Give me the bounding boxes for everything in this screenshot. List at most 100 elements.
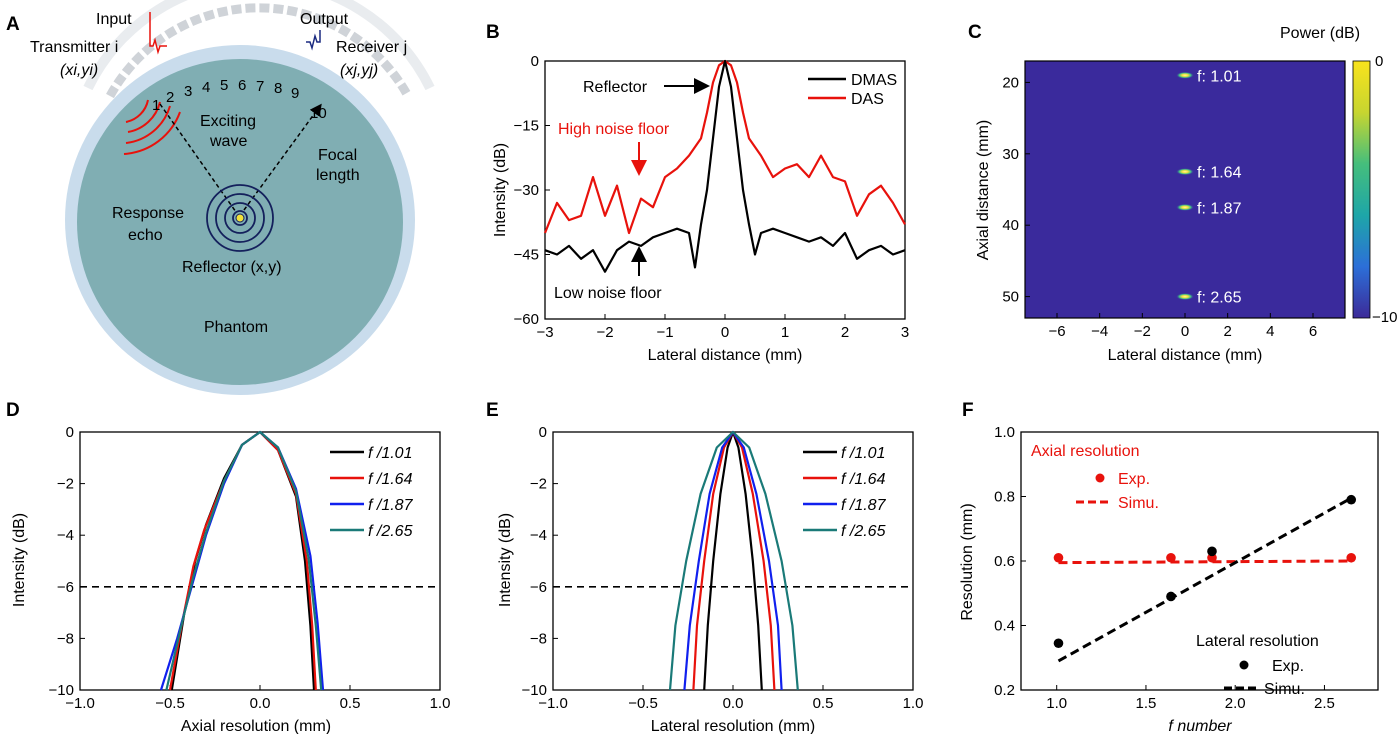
x-tick-label: 0 [1181,323,1189,340]
y-tick-label: −8 [57,630,74,647]
legend-label: f /1.64 [368,471,413,488]
legend-label: f /1.87 [368,497,414,514]
x-tick-label: 1 [781,324,789,341]
x-tick-label: −2 [596,324,613,341]
x-tick-label: 2 [841,324,849,341]
legend-label-das: DAS [851,91,884,108]
tick-group: 1.0 1.5 2.0 2.5 0.2 0.4 0.6 0.8 1.0 [994,424,1335,712]
series-line-f-2-65 [668,430,799,691]
scatter-point [1166,552,1176,563]
transmitter-coord: (xi,yi) [60,62,98,79]
axial-legend-title: Axial resolution [1031,443,1140,460]
element-number: 4 [202,79,210,96]
output-pulse-icon [306,30,321,51]
x-tick-label: −6 [1048,323,1065,340]
legend-label: f /1.64 [841,471,886,488]
scatter-point [1053,638,1064,649]
x-tick-label: 1.0 [903,695,924,712]
echo-ring [232,210,248,226]
x-tick-label: −4 [1091,323,1108,340]
y-tick-label: −2 [530,476,547,493]
input-pulse-icon [149,12,167,55]
transducer-elements-arc [106,3,412,99]
echo-ring [206,184,274,252]
fit-line [1058,559,1352,565]
legend-label: f /1.87 [841,497,887,514]
y-tick-label: −45 [514,247,539,264]
output-label: Output [300,11,349,28]
y-tick-label: 20 [1002,74,1019,91]
x-tick-label: 3 [901,324,909,341]
panel-a: A 1 2 3 4 5 6 7 8 9 10 [6,0,435,395]
focal-spot-label: f: 1.87 [1197,200,1242,217]
y-tick-label: −15 [514,118,539,135]
x-tick-label: 0.0 [723,695,744,712]
y-tick-label: 40 [1002,217,1019,234]
colorbar-title: Power (dB) [1280,25,1360,42]
series-line-f-1-64 [168,430,317,691]
element-number: 8 [274,80,282,97]
response-echo-label-1: Response [112,205,184,222]
focal-length-label-2: length [316,167,360,184]
colorbar-tick-min: −10 [1372,309,1397,326]
legend-label-dmas: DMAS [851,72,897,89]
panel-e: E −1.0 −0.5 0.0 0.5 1.0 0 −2 −4 −6 −8 −10 Intensit… [486,400,923,734]
series-line-dmas [544,59,906,273]
exciting-wave-arc [123,111,181,155]
exciting-wave-arc [125,99,149,123]
series-line-f-1-87 [683,430,783,691]
exciting-wave-arc [125,105,171,144]
transducer-outer-arc [83,0,435,91]
focal-spot [1176,168,1194,176]
y-tick-label: −6 [530,579,547,596]
series-line-f-2-65 [165,430,323,691]
x-tick-label: 1.0 [1046,695,1067,712]
annotation-high-noise: High noise floor [558,121,670,138]
element-number: 9 [291,85,299,102]
reflector-label: Reflector (x,y) [182,259,282,276]
x-tick-label: 1.0 [430,695,451,712]
series-line-f-1-01 [170,430,316,691]
element-number: 7 [256,78,264,95]
exciting-wave-label-1: Exciting [200,113,256,130]
y-axis-label-c: Axial distance (mm) [975,120,992,260]
y-axis-label-b: Intensity (dB) [492,143,509,237]
focal-spot [1176,71,1194,79]
echo-ring [224,202,256,234]
y-tick-label: −4 [57,527,74,544]
series-group [1053,494,1357,663]
x-tick-label: −0.5 [155,695,185,712]
y-tick-label: −10 [522,682,547,699]
focal-spot-label: f: 1.01 [1197,68,1242,85]
x-tick-label: 0 [721,324,729,341]
spot-group: f: 1.01 f: 1.64 f: 1.87 f: 2.65 [1176,68,1242,307]
element-number: 2 [166,89,174,106]
y-tick-label: 50 [1002,289,1019,306]
y-tick-label: 1.0 [994,424,1015,441]
axial-simu-legend-label: Simu. [1118,495,1159,512]
axial-exp-legend-label: Exp. [1118,471,1150,488]
x-tick-label: −3 [536,324,553,341]
transmitter-label: Transmitter i [30,39,118,56]
y-tick-label: 0.6 [994,553,1015,570]
panel-d: D −1.0 −0.5 0.0 0.5 1.0 0 −2 −4 −6 −8 −10 Intensit… [6,400,450,734]
x-axis-label-b: Lateral distance (mm) [648,347,803,364]
scatter-point [1166,591,1176,602]
legend-label: f /1.01 [368,445,412,462]
y-tick-label: −30 [514,182,539,199]
x-axis-label-f: f number [1168,718,1232,734]
legend-label: f /2.65 [841,523,886,540]
panel-label-f: F [962,400,974,421]
panel-label-b: B [486,22,500,43]
panel-label-e: E [486,400,499,421]
y-tick-label: −4 [530,527,547,544]
input-label: Input [96,11,132,28]
tick-group: −1.0 −0.5 0.0 0.5 1.0 0 −2 −4 −6 −8 −10 [49,424,451,712]
lateral-exp-legend-label: Exp. [1272,658,1304,675]
scatter-point [1346,494,1357,505]
response-echo-label-2: echo [128,227,163,244]
x-tick-label: 2.5 [1314,695,1335,712]
x-tick-label: −1.0 [538,695,568,712]
heatmap-c [1024,60,1346,319]
panel-b: B −3 −2 −1 0 1 2 3 0 −15 −30 −45 −60 Intensity (dB)… [486,22,909,364]
